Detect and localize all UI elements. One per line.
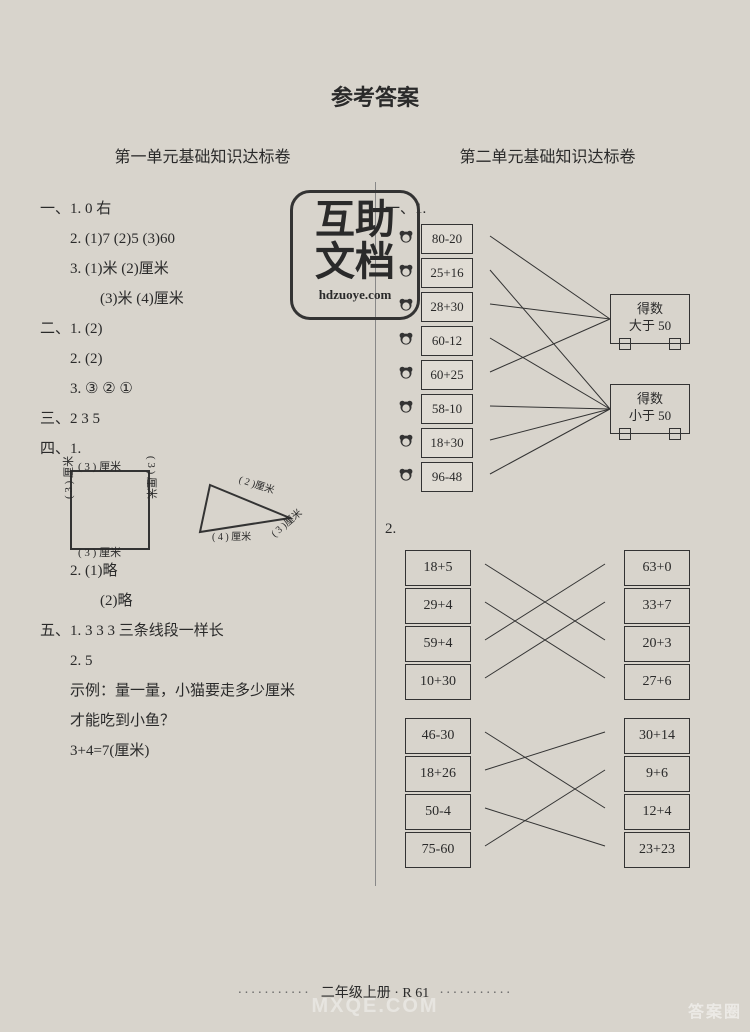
sq-left: ( 3 ) 厘米: [58, 456, 80, 499]
m2-l1: 18+26: [405, 756, 471, 792]
m2-row-0: 46-30 30+14: [405, 718, 690, 754]
stamp-overlay: 互助 文档 hdzuoye.com: [290, 190, 420, 320]
m2-r1: 9+6: [624, 756, 690, 792]
right-section-title: 第二单元基础知识达标卷: [385, 142, 710, 174]
m1-r0: 63+0: [624, 550, 690, 586]
m1-row-0: 18+5 63+0: [405, 550, 690, 586]
m1-l1: 29+4: [405, 588, 471, 624]
m2-r2: 12+4: [624, 794, 690, 830]
match-block-2: 46-30 30+14 18+26 9+6 50-4 12+4 75-60 23…: [385, 718, 710, 868]
page: 参考答案 第一单元基础知识达标卷 一、1. 0 右 2. (1)7 (2)5 (…: [0, 0, 750, 1032]
m1-row-3: 10+30 27+6: [405, 664, 690, 700]
stamp-l2: 文档: [293, 241, 417, 283]
stamp-l1: 互助: [293, 199, 417, 241]
m2-l3: 75-60: [405, 832, 471, 868]
q2-l2: 2. (2): [70, 344, 365, 374]
right-column: 第二单元基础知识达标卷 一、1. 80-20 25+16 28+30: [385, 142, 710, 886]
left-section-title: 第一单元基础知识达标卷: [40, 142, 365, 174]
square-shape: ( 3 ) 厘米 ( 3 ) 厘米 ( 3 ) 厘米 ( 3 ) 厘米: [70, 470, 150, 550]
m2-row-1: 18+26 9+6: [405, 756, 690, 792]
m2-r0: 30+14: [624, 718, 690, 754]
m2-row-3: 75-60 23+23: [405, 832, 690, 868]
diagram1-lines: [385, 224, 710, 504]
triangle-shape: ( 2 )厘米 ( 3 )厘米 ( 4 ) 厘米: [190, 470, 300, 550]
m1-r3: 27+6: [624, 664, 690, 700]
page-title: 参考答案: [40, 80, 710, 112]
q4-l3: (2)略: [100, 586, 365, 616]
q2-l3: 3. ③ ② ①: [70, 374, 365, 404]
m1-l3: 10+30: [405, 664, 471, 700]
m1-r1: 33+7: [624, 588, 690, 624]
tri-c: ( 4 ) 厘米: [212, 528, 251, 548]
m2-l0: 46-30: [405, 718, 471, 754]
q5-l5: 3+4=7(厘米): [70, 736, 365, 766]
r-q1-head: 一、1.: [385, 194, 710, 224]
q5-l4: 才能吃到小鱼？: [70, 706, 365, 736]
m1-r2: 20+3: [624, 626, 690, 662]
m1-l0: 18+5: [405, 550, 471, 586]
stamp-url: hdzuoye.com: [293, 287, 417, 303]
q5-l3: 示例：量一量，小猫要走多少厘米: [70, 676, 365, 706]
watermark-center: MXQE.COM: [311, 995, 438, 1018]
m2-r3: 23+23: [624, 832, 690, 868]
m1-l2: 59+4: [405, 626, 471, 662]
diagram1: 80-20 25+16 28+30 60-12 60+25: [385, 224, 710, 504]
m1-row-1: 29+4 33+7: [405, 588, 690, 624]
m2-l2: 50-4: [405, 794, 471, 830]
sq-top: ( 3 ) 厘米: [78, 456, 121, 478]
sq-bottom: ( 3 ) 厘米: [78, 542, 121, 564]
watermark-right: 答案圈: [688, 998, 742, 1022]
sq-right: ( 3 ) 厘米: [140, 456, 162, 499]
r-q2-head: 2.: [385, 514, 710, 544]
shape-row: ( 3 ) 厘米 ( 3 ) 厘米 ( 3 ) 厘米 ( 3 ) 厘米 ( 2 …: [70, 470, 365, 550]
m2-row-2: 50-4 12+4: [405, 794, 690, 830]
m1-row-2: 59+4 20+3: [405, 626, 690, 662]
q5-l1: 五、1. 3 3 3 三条线段一样长: [40, 616, 365, 646]
q3-l1: 三、2 3 5: [40, 404, 365, 434]
match-block-1: 18+5 63+0 29+4 33+7 59+4 20+3 10+30 27+6: [385, 550, 710, 700]
q5-l2: 2. 5: [70, 646, 365, 676]
